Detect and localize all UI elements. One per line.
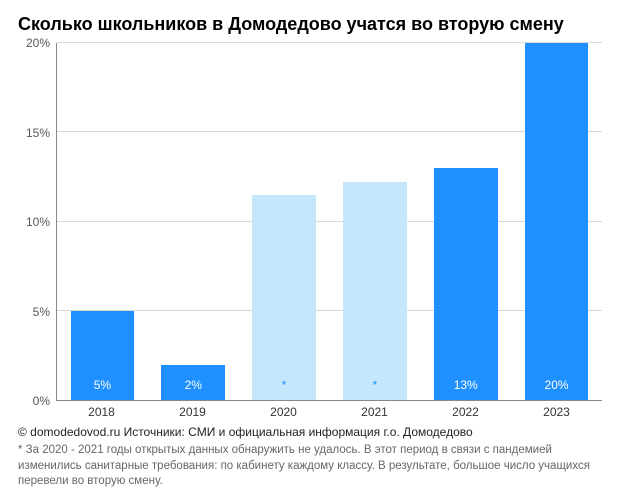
y-tick: 5% xyxy=(33,305,50,319)
y-axis: 20% 15% 10% 5% 0% xyxy=(18,43,56,401)
bar-slot: 2% xyxy=(148,43,239,400)
y-tick: 10% xyxy=(26,215,50,229)
source-line: © domodedovod.ru Источники: СМИ и официа… xyxy=(18,425,602,439)
y-tick: 0% xyxy=(33,394,50,408)
bar-slot: 20% xyxy=(511,43,602,400)
bar-2020: * xyxy=(252,195,316,401)
bar-slot: 5% xyxy=(57,43,148,400)
x-tick: 2020 xyxy=(238,405,329,419)
chart-container: Сколько школьников в Домодедово учатся в… xyxy=(0,0,620,500)
bar-label: 2% xyxy=(161,378,225,400)
bar-label: 5% xyxy=(71,378,135,400)
x-tick: 2021 xyxy=(329,405,420,419)
footnote: * За 2020 - 2021 годы открытых данных об… xyxy=(18,443,602,490)
bar-2019: 2% xyxy=(161,365,225,401)
x-tick: 2018 xyxy=(56,405,147,419)
plot-area: 5% 2% * * xyxy=(56,43,602,401)
bar-slot: 13% xyxy=(420,43,511,400)
y-tick: 15% xyxy=(26,126,50,140)
bar-2021: * xyxy=(343,182,407,400)
y-tick: 20% xyxy=(26,36,50,50)
bar-label: 20% xyxy=(525,378,589,400)
bars-group: 5% 2% * * xyxy=(57,43,602,400)
chart-area: 20% 15% 10% 5% 0% 5% 2% xyxy=(18,43,602,401)
chart-title: Сколько школьников в Домодедово учатся в… xyxy=(18,14,602,35)
bar-label: 13% xyxy=(434,378,498,400)
bar-slot: * xyxy=(239,43,330,400)
x-tick: 2023 xyxy=(511,405,602,419)
bar-label: * xyxy=(343,378,407,400)
bar-2023: 20% xyxy=(525,43,589,400)
bar-2018: 5% xyxy=(71,311,135,400)
x-axis: 2018 2019 2020 2021 2022 2023 xyxy=(56,405,602,419)
bar-slot: * xyxy=(329,43,420,400)
x-tick: 2022 xyxy=(420,405,511,419)
x-tick: 2019 xyxy=(147,405,238,419)
bar-label: * xyxy=(252,378,316,400)
bar-2022: 13% xyxy=(434,168,498,400)
